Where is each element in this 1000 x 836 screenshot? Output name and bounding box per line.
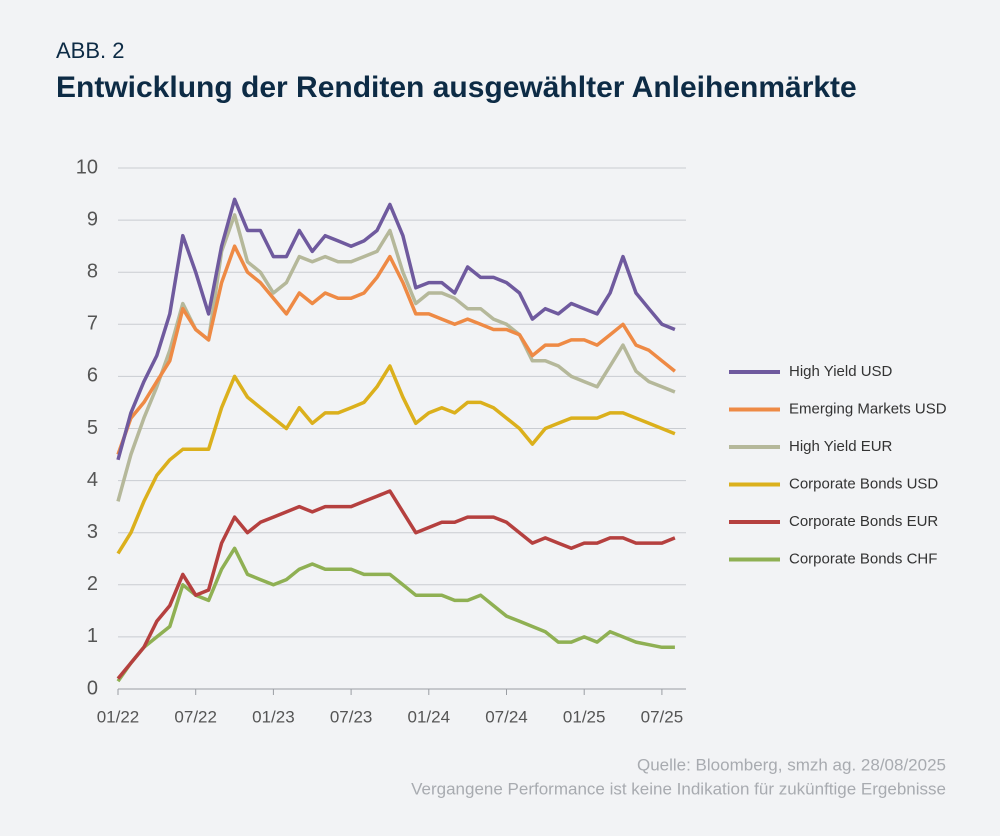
legend-label: Corporate Bonds USD bbox=[789, 475, 938, 492]
legend-label: Emerging Markets USD bbox=[789, 400, 947, 417]
legend-label: Corporate Bonds EUR bbox=[789, 513, 938, 530]
x-tick-label: 01/25 bbox=[563, 707, 606, 726]
series-line bbox=[116, 364, 676, 555]
x-tick-label: 01/23 bbox=[252, 707, 295, 726]
y-tick-label: 5 bbox=[87, 417, 98, 439]
y-tick-label: 6 bbox=[87, 365, 98, 387]
x-tick-label: 07/25 bbox=[641, 707, 684, 726]
figure-label: ABB. 2 bbox=[56, 38, 124, 63]
series-line bbox=[116, 489, 676, 680]
series-line bbox=[116, 546, 675, 683]
y-tick-label: 2 bbox=[87, 573, 98, 595]
series-line bbox=[116, 197, 676, 461]
x-tick-label: 01/24 bbox=[408, 707, 451, 726]
legend-label: Corporate Bonds CHF bbox=[789, 550, 937, 567]
legend-label: High Yield EUR bbox=[789, 438, 893, 455]
x-tick-label: 07/22 bbox=[174, 707, 217, 726]
y-tick-label: 7 bbox=[87, 313, 98, 335]
source-note: Quelle: Bloomberg, smzh ag. 28/08/2025 bbox=[637, 755, 946, 774]
y-tick-label: 3 bbox=[87, 521, 98, 543]
legend-label: High Yield USD bbox=[789, 363, 893, 380]
y-tick-label: 9 bbox=[87, 208, 98, 230]
y-tick-label: 10 bbox=[76, 156, 98, 178]
y-tick-label: 8 bbox=[87, 260, 98, 282]
x-tick-label: 01/22 bbox=[97, 707, 140, 726]
y-tick-label: 0 bbox=[87, 677, 98, 699]
x-tick-label: 07/23 bbox=[330, 707, 373, 726]
series-line bbox=[116, 244, 676, 456]
x-tick-label: 07/24 bbox=[485, 707, 528, 726]
disclaimer-note: Vergangene Performance ist keine Indikat… bbox=[411, 779, 946, 798]
chart-title: Entwicklung der Renditen ausgewählter An… bbox=[56, 71, 857, 104]
y-tick-label: 4 bbox=[87, 469, 98, 491]
y-tick-label: 1 bbox=[87, 625, 98, 647]
